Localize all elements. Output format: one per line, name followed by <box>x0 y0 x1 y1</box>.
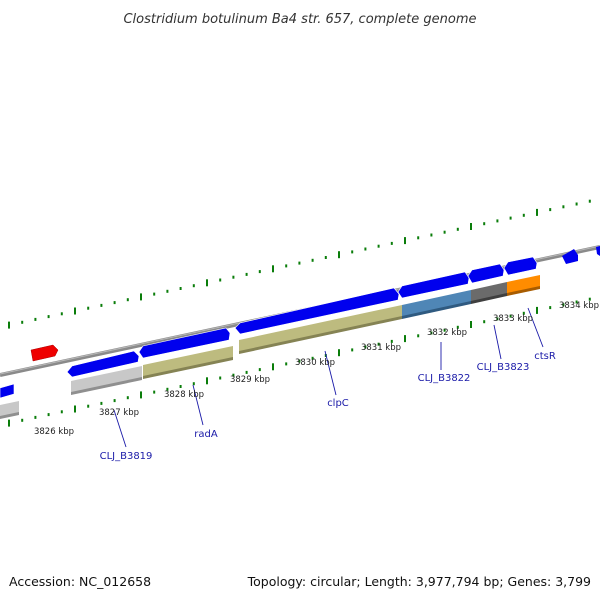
map-title: Clostridium botulinum Ba4 str. 657, comp… <box>123 12 476 27</box>
cog-block-silver-left-shade <box>0 412 19 419</box>
cds-gene-2[interactable] <box>66 350 140 378</box>
cds-gene-5[interactable] <box>397 271 470 299</box>
scale-label: 3829 kbp <box>230 375 270 385</box>
scale-labels: 3826 kbp 3827 kbp 3828 kbp 3829 kbp 3830… <box>34 301 599 437</box>
cog-block-olive-1-shade <box>143 357 233 379</box>
genome-summary-text: Topology: circular; Length: 3,977,794 bp… <box>247 574 591 589</box>
cds-reverse-right[interactable] <box>562 249 578 264</box>
gene-label-clpc[interactable]: clpC <box>327 398 349 409</box>
scale-label: 3828 kbp <box>164 390 204 400</box>
inner-tick-ring <box>8 297 591 427</box>
scale-label: 3826 kbp <box>34 427 74 437</box>
gene-label-clj-b3822[interactable]: CLJ_B3822 <box>418 373 471 384</box>
cds-gene-4[interactable] <box>234 287 400 335</box>
gene-label-clj-b3823[interactable]: CLJ_B3823 <box>477 362 530 373</box>
gene-label-ctsr[interactable]: ctsR <box>534 351 556 362</box>
cog-block-silver[interactable] <box>71 366 142 393</box>
leader-clj-b3819 <box>113 409 127 448</box>
cog-block-dark[interactable] <box>471 282 507 302</box>
scale-label: 3831 kbp <box>361 343 401 353</box>
gene-label-rada[interactable]: radA <box>194 429 218 440</box>
leader-clj-b3823 <box>493 324 502 360</box>
scale-label: 3832 kbp <box>427 328 467 338</box>
gene-labels: CLJ_B3819 radA clpC CLJ_B3822 CLJ_B3823 … <box>100 351 556 462</box>
cog-block-orange[interactable] <box>507 275 540 294</box>
outer-tick-ring <box>8 199 591 329</box>
scale-label: 3833 kbp <box>493 314 533 324</box>
scale-label: 3830 kbp <box>295 358 335 368</box>
gene-label-clj-b3819[interactable]: CLJ_B3819 <box>100 451 153 462</box>
leader-rada <box>192 384 204 426</box>
scale-label: 3827 kbp <box>99 408 139 418</box>
cog-block-steel-shade <box>402 301 471 319</box>
cds-gene-1[interactable] <box>0 383 15 399</box>
cog-block-steel[interactable] <box>402 290 471 317</box>
cds-gene-6[interactable] <box>467 263 505 284</box>
cog-block-dark-shade <box>471 293 507 304</box>
cds-gene-7[interactable] <box>503 256 538 276</box>
cds-track-blue <box>0 256 538 399</box>
cds-red-reverse[interactable] <box>30 344 59 362</box>
leader-clpc <box>324 350 337 396</box>
gene-label-leaders <box>113 307 544 448</box>
accession-text: Accession: NC_012658 <box>9 574 151 589</box>
cds-reverse-right-edge[interactable] <box>596 246 600 256</box>
cds-gene-3[interactable] <box>138 327 231 359</box>
cog-block-silver-shade <box>71 377 142 395</box>
scale-label: 3834 kbp <box>559 301 599 311</box>
leader-ctsr <box>527 307 544 348</box>
cog-block-olive-2[interactable] <box>239 305 402 352</box>
cog-block-olive-2-shade <box>239 316 402 354</box>
cog-track <box>0 275 540 419</box>
cog-block-orange-shade <box>507 286 540 296</box>
cog-block-olive-1[interactable] <box>143 346 233 377</box>
